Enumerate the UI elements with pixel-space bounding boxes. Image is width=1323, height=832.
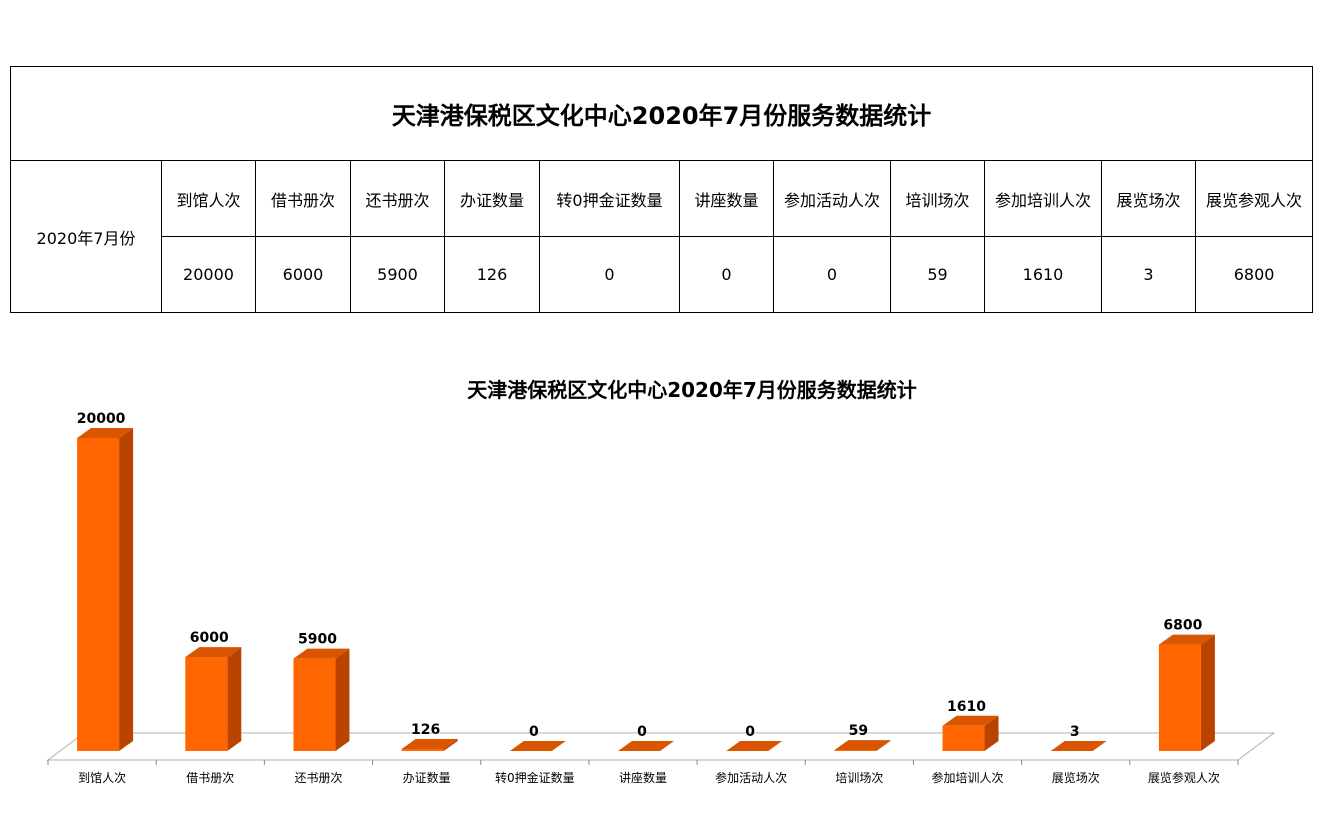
- bar-top: [509, 741, 566, 751]
- category-label: 展览场次: [1052, 770, 1100, 785]
- value-cell: 20000: [161, 236, 256, 313]
- chart-floor-outline: [46, 732, 1276, 761]
- data-label: 20000: [77, 411, 126, 427]
- category-label: 还书册次: [294, 771, 342, 785]
- bar-top: [834, 740, 891, 751]
- category-label: 培训场次: [835, 770, 883, 785]
- data-label: 0: [529, 724, 539, 740]
- category-label: 参加培训人次: [932, 770, 1004, 785]
- bar-side: [876, 740, 891, 751]
- bar: [942, 715, 999, 751]
- category-label: 办证数量: [403, 770, 451, 785]
- header-cell: 展览场次: [1101, 160, 1196, 237]
- bar: [293, 648, 350, 751]
- table-title: 天津港保税区文化中心2020年7月份服务数据统计: [9, 66, 1314, 161]
- value-cell: 126: [444, 236, 540, 313]
- bar-chart: 天津港保税区文化中心2020年7月份服务数据统计 到馆人次 借书册次 还书册次 办证数…: [46, 378, 1276, 785]
- bar-front: [834, 750, 877, 751]
- bar-top: [401, 739, 458, 750]
- bar-top: [1158, 634, 1215, 645]
- header-cell: 讲座数量: [679, 160, 774, 237]
- bar-side: [984, 715, 999, 751]
- value-cell: 59: [890, 236, 985, 313]
- data-label: 5900: [298, 632, 337, 648]
- data-label: 1610: [947, 699, 986, 715]
- category-label: 讲座数量: [619, 770, 667, 785]
- bar: [509, 741, 566, 751]
- value-cell: 0: [679, 236, 774, 313]
- chart-floor: [46, 732, 1276, 765]
- labels-group: 到馆人次 借书册次 还书册次 办证数量 转0押金证数量 讲座数量 参加活动人次 培训场次 参加培…: [77, 411, 1220, 785]
- bar-side: [1200, 634, 1215, 751]
- bar-side: [1092, 740, 1107, 751]
- category-label: 转0押金证数量: [495, 770, 575, 785]
- value-cell: 0: [773, 236, 891, 313]
- data-label: 3: [1070, 724, 1080, 740]
- bar-top: [726, 741, 783, 751]
- bars-group: [77, 428, 1215, 751]
- data-label: 126: [411, 722, 440, 738]
- header-cell: 转0押金证数量: [539, 160, 680, 237]
- bar: [1158, 634, 1215, 751]
- header-cell: 办证数量: [444, 160, 540, 237]
- header-cell: 展览参观人次: [1194, 160, 1314, 237]
- bar-front: [1158, 644, 1201, 751]
- bar-top: [77, 428, 134, 438]
- value-cell: 0: [539, 236, 680, 313]
- bar-front: [401, 749, 444, 751]
- chart-title: 天津港保税区文化中心2020年7月份服务数据统计: [467, 378, 917, 402]
- header-cell: 借书册次: [255, 160, 351, 237]
- bar-side: [227, 647, 242, 751]
- value-cell: 6800: [1194, 236, 1314, 313]
- bar-front: [185, 657, 228, 751]
- header-cell: 参加活动人次: [773, 160, 891, 237]
- bar-top: [618, 741, 674, 751]
- value-cell: 5900: [350, 236, 445, 313]
- value-cell: 3: [1101, 236, 1196, 313]
- data-label: 0: [745, 724, 755, 740]
- bar: [1050, 740, 1107, 751]
- header-cell: 培训场次: [890, 160, 985, 237]
- bar-front: [293, 658, 336, 751]
- bar-side: [443, 739, 458, 751]
- header-cell: 还书册次: [350, 160, 445, 237]
- data-label: 6000: [190, 630, 229, 646]
- bar: [726, 741, 783, 751]
- data-label: 59: [849, 723, 868, 739]
- bar-front: [942, 725, 985, 751]
- category-label: 到馆人次: [78, 770, 126, 785]
- bar-top: [1050, 740, 1107, 751]
- header-cell: 到馆人次: [161, 160, 256, 237]
- row-label: 2020年7月份: [10, 160, 162, 313]
- value-cell: 6000: [255, 236, 351, 313]
- bar-side: [119, 428, 134, 751]
- bar: [618, 741, 674, 751]
- bar-side: [335, 648, 350, 751]
- bar-top: [293, 648, 350, 659]
- value-cell: 1610: [984, 236, 1102, 313]
- header-cell: 参加培训人次: [984, 160, 1102, 237]
- category-label: 借书册次: [186, 771, 234, 785]
- bar-top: [942, 715, 999, 726]
- bar: [185, 647, 242, 751]
- data-label: 0: [637, 724, 647, 740]
- category-label: 展览参观人次: [1148, 770, 1220, 785]
- bar: [401, 739, 458, 751]
- stats-table: 天津港保税区文化中心2020年7月份服务数据统计 2020年7月份 到馆人次 借…: [9, 66, 1314, 313]
- category-label: 参加活动人次: [715, 770, 787, 785]
- bar-front: [77, 438, 120, 751]
- bar: [834, 740, 891, 751]
- data-label: 6800: [1163, 618, 1202, 634]
- bar: [77, 428, 134, 751]
- bar-top: [185, 647, 242, 658]
